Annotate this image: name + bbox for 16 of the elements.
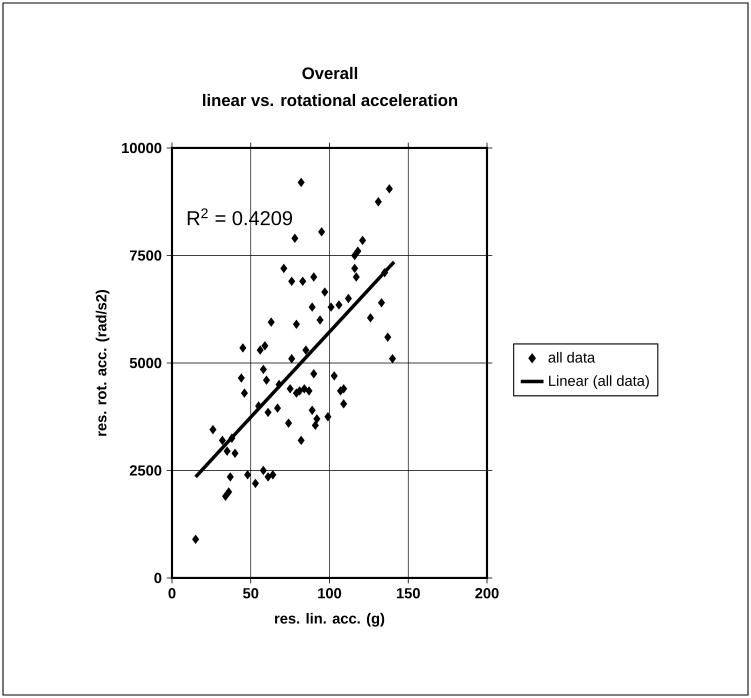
x-tick-label: 0: [168, 588, 176, 598]
y-tick-label: 10000: [122, 142, 162, 154]
chart-subtitle: linear vs. rotational acceleration: [203, 94, 458, 106]
x-tick-label: 150: [396, 588, 420, 598]
x-axis-title: res. lin. acc. (g): [275, 612, 384, 627]
y-tick-label: 0: [154, 572, 162, 584]
legend-label: Linear (all data): [549, 375, 649, 389]
chart-title: Overall: [302, 66, 358, 80]
x-tick-label: 200: [475, 588, 499, 598]
legend-label: all data: [548, 352, 596, 363]
y-tick-label: 2500: [130, 465, 162, 476]
x-tick-label: 50: [243, 588, 258, 598]
x-tick-label: 100: [318, 588, 342, 598]
y-tick-label: 7500: [130, 250, 162, 261]
y-axis-title: res. rot. acc. (rad/s2): [96, 290, 110, 436]
y-tick-label: 5000: [130, 358, 162, 368]
